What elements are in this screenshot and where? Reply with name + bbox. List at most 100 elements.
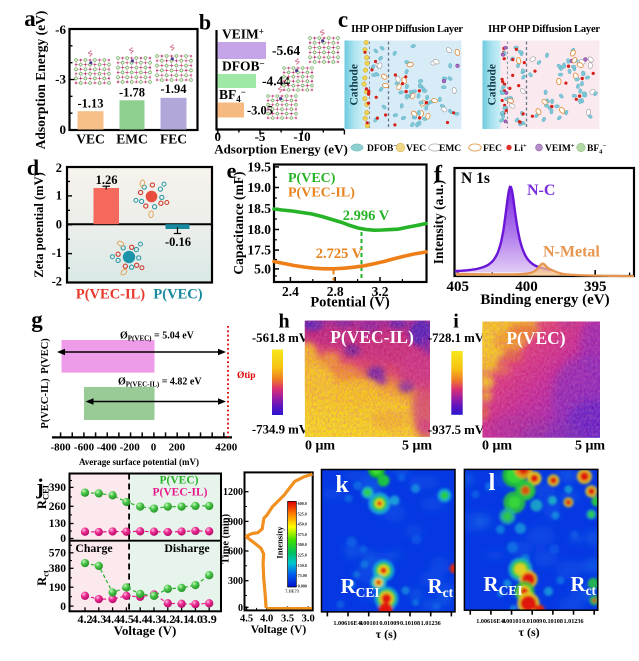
svg-text:τ (s): τ (s) — [518, 625, 539, 639]
svg-text:-1: -1 — [52, 246, 62, 260]
svg-text:0: 0 — [56, 218, 62, 232]
svg-text:-1.78: -1.78 — [119, 85, 145, 99]
svg-text:N-C: N-C — [527, 182, 555, 199]
svg-text:Li+: Li+ — [514, 143, 527, 155]
svg-text:5 μm: 5 μm — [575, 439, 605, 454]
svg-text:P(VEC): P(VEC) — [153, 287, 202, 303]
svg-text:Intensity: Intensity — [275, 526, 285, 559]
svg-text:4.5: 4.5 — [119, 612, 134, 626]
svg-text:400: 400 — [515, 279, 538, 295]
svg-text:570: 570 — [49, 548, 67, 560]
svg-text:Potential (V): Potential (V) — [310, 295, 389, 311]
svg-text:0: 0 — [60, 601, 66, 613]
svg-text:1.00616E-4: 1.00616E-4 — [476, 618, 505, 625]
svg-text:FEC: FEC — [160, 132, 187, 147]
svg-text:-1.13: -1.13 — [77, 97, 103, 111]
svg-text:0: 0 — [238, 603, 243, 614]
svg-text:P(VEC-IL): P(VEC-IL) — [288, 186, 355, 201]
svg-text:4.3: 4.3 — [91, 612, 106, 626]
svg-text:4.2: 4.2 — [78, 612, 93, 626]
svg-text:P(VEC-IL): P(VEC-IL) — [153, 487, 208, 499]
svg-text:130: 130 — [49, 518, 67, 530]
svg-text:4.1: 4.1 — [174, 612, 189, 626]
svg-text:0.01009: 0.01009 — [522, 618, 542, 625]
svg-text:Adsorption Energy (eV): Adsorption Energy (eV) — [33, 11, 48, 150]
svg-text:405: 405 — [447, 279, 470, 295]
svg-text:2: 2 — [56, 161, 62, 175]
svg-text:0.01009: 0.01009 — [379, 620, 399, 627]
svg-text:395: 395 — [584, 279, 607, 295]
svg-text:4.2: 4.2 — [160, 612, 175, 626]
svg-text:-1.94: -1.94 — [160, 82, 187, 96]
svg-text:150.0: 150.0 — [298, 563, 307, 568]
svg-text:Average surface potential (mV): Average surface potential (mV) — [79, 457, 199, 467]
svg-text:BF4−: BF4− — [219, 87, 246, 104]
svg-text:VEC: VEC — [76, 132, 105, 147]
svg-text:EMC: EMC — [116, 132, 148, 147]
svg-text:-734.9 mV: -734.9 mV — [252, 423, 309, 437]
svg-text:i: i — [453, 311, 459, 333]
svg-text:b: b — [199, 10, 211, 35]
svg-text:h: h — [278, 311, 289, 333]
svg-text:P(VEC): P(VEC) — [506, 328, 565, 348]
svg-text:0 μm: 0 μm — [305, 439, 335, 454]
svg-text:N 1s: N 1s — [461, 170, 490, 187]
svg-text:j: j — [35, 474, 43, 499]
svg-text:P(VEC-IL): P(VEC-IL) — [330, 327, 414, 347]
svg-text:260: 260 — [49, 501, 67, 513]
svg-text:ØP(VEC) = 5.04 eV: ØP(VEC) = 5.04 eV — [120, 331, 195, 343]
svg-text:225.0: 225.0 — [298, 553, 307, 558]
svg-text:390: 390 — [49, 482, 67, 494]
svg-text:Øtip: Øtip — [237, 371, 255, 381]
svg-text:Time (min): Time (min) — [221, 513, 232, 564]
svg-text:900: 900 — [228, 517, 243, 528]
svg-text:4.3: 4.3 — [147, 612, 162, 626]
svg-text:300.0: 300.0 — [298, 542, 307, 547]
svg-text:P(VEC): P(VEC) — [40, 338, 51, 374]
svg-text:f: f — [434, 162, 443, 188]
svg-text:19.0: 19.0 — [247, 180, 271, 195]
svg-text:0: 0 — [215, 129, 222, 144]
svg-text:2.4: 2.4 — [282, 284, 299, 299]
svg-text:Charge: Charge — [75, 541, 112, 555]
svg-text:P(VEC-IL): P(VEC-IL) — [76, 287, 145, 303]
svg-text:d: d — [27, 155, 39, 180]
svg-text:0: 0 — [60, 122, 67, 137]
svg-text:3.5: 3.5 — [281, 613, 294, 624]
svg-text:VEIM+: VEIM+ — [222, 27, 264, 42]
svg-text:-200: -200 — [120, 441, 141, 453]
svg-text:Rct: Rct — [35, 570, 51, 586]
svg-text:3.0: 3.0 — [302, 613, 315, 624]
svg-text:5.0: 5.0 — [254, 261, 271, 276]
svg-text:-600: -600 — [74, 441, 95, 453]
svg-text:1.01236: 1.01236 — [421, 620, 441, 627]
svg-text:-561.8 mV: -561.8 mV — [252, 331, 309, 345]
svg-text:VEC: VEC — [406, 144, 426, 154]
svg-text:e: e — [227, 158, 237, 183]
svg-text:Cathode: Cathode — [349, 64, 361, 106]
svg-text:τ (s): τ (s) — [376, 627, 397, 641]
svg-text:17.5: 17.5 — [247, 243, 271, 258]
svg-text:4.0: 4.0 — [188, 612, 203, 626]
svg-text:200: 200 — [169, 441, 186, 453]
svg-text:2.725 V: 2.725 V — [316, 246, 363, 262]
svg-text:-10: -10 — [293, 129, 310, 144]
svg-text:4.4: 4.4 — [105, 612, 120, 626]
svg-text:Disharge: Disharge — [164, 541, 209, 555]
svg-text:300: 300 — [228, 576, 243, 587]
svg-text:Intensity (a.u.): Intensity (a.u.) — [431, 180, 446, 264]
svg-text:380: 380 — [49, 563, 67, 575]
svg-text:Voltage (V): Voltage (V) — [251, 624, 307, 636]
svg-text:1200: 1200 — [223, 487, 243, 498]
svg-text:0.10108: 0.10108 — [400, 620, 420, 627]
svg-text:P(VEC): P(VEC) — [160, 475, 199, 487]
svg-text:-400: -400 — [97, 441, 118, 453]
svg-text:c: c — [338, 7, 348, 32]
svg-text:1: 1 — [56, 189, 62, 203]
svg-text:-728.1 mV: -728.1 mV — [428, 331, 485, 345]
svg-text:4.5: 4.5 — [240, 613, 253, 624]
svg-text:0: 0 — [151, 441, 157, 453]
svg-text:P(VEC-IL): P(VEC-IL) — [40, 378, 51, 429]
svg-text:VEIM+: VEIM+ — [545, 143, 575, 155]
svg-text:4.4: 4.4 — [133, 612, 148, 626]
